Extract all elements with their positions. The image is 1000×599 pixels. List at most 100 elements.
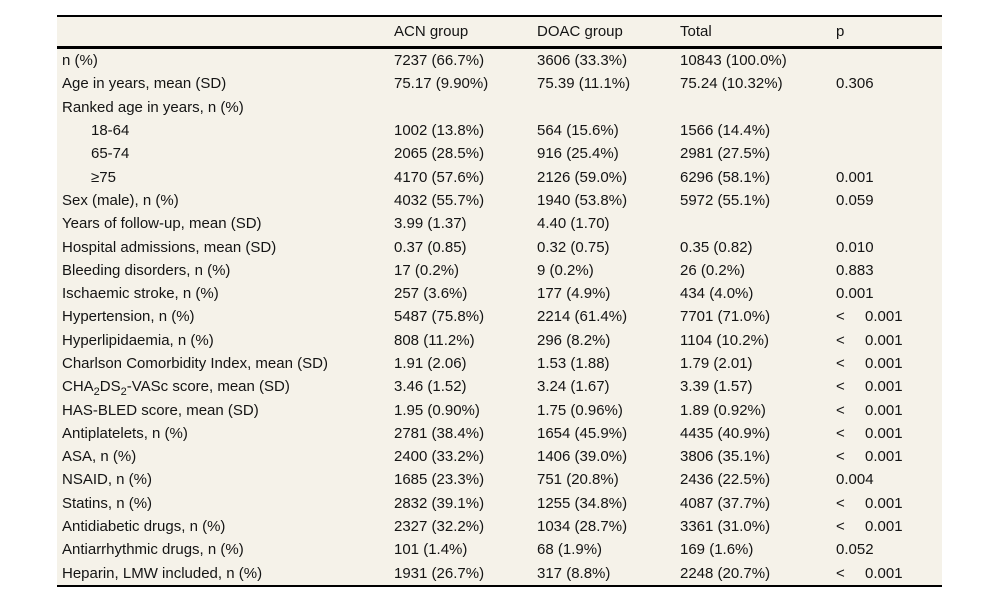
doac-value: 177 (4.9%) [537, 285, 611, 303]
doac-value: 75.39 (11.1%) [537, 75, 631, 93]
acn-value: 0.37 (0.85) [394, 238, 467, 256]
table-row: Bleeding disorders, n (%) 17 (0.2%) 9 (0.2… [57, 259, 942, 282]
less-than-sign: < [836, 494, 845, 512]
total-value: 0.35 (0.82) [680, 238, 753, 256]
doac-value: 1034 (28.7%) [537, 518, 628, 536]
doac-value: 1255 (34.8%) [537, 494, 628, 512]
doac-value: 751 (20.8%) [537, 471, 619, 489]
p-value [836, 212, 942, 235]
acn-value: 808 (11.2%) [394, 331, 475, 349]
row-label: ≥75 [91, 168, 116, 186]
acn-value: 75.17 (9.90%) [394, 75, 489, 93]
table-row: Hospital admissions, mean (SD) 0.37 (0.85… [57, 235, 942, 258]
total-value [680, 212, 836, 235]
row-label: Sex (male), n (%) [62, 191, 179, 209]
total-value: 10843 (100.0%) [680, 52, 787, 70]
table-row: Age in years, mean (SD) 75.17 (9.90%) 75.3… [57, 72, 942, 95]
p-value: <0.001 [836, 518, 903, 536]
row-label: Antidiabetic drugs, n (%) [62, 518, 226, 536]
table-row: Antiplatelets, n (%) 2781 (38.4%) 1654 (45… [57, 422, 942, 445]
row-label: n (%) [62, 52, 98, 70]
table-row: Charlson Comorbidity Index, mean (SD) 1.9… [57, 352, 942, 375]
table-row: Statins, n (%) 2832 (39.1%) 1255 (34.8%) 40… [57, 492, 942, 515]
row-label: Years of follow-up, mean (SD) [62, 215, 262, 233]
less-than-sign: < [836, 308, 845, 326]
table-row: Ranked age in years, n (%) [57, 96, 942, 119]
row-label: Hypertension, n (%) [62, 308, 195, 326]
doac-value: 9 (0.2%) [537, 261, 594, 279]
total-value: 3361 (31.0%) [680, 518, 771, 536]
acn-value: 3.46 (1.52) [394, 378, 467, 396]
acn-value: 2832 (39.1%) [394, 494, 485, 512]
p-value: 0.059 [836, 191, 874, 209]
total-value: 169 (1.6%) [680, 541, 754, 559]
table-row: Ischaemic stroke, n (%) 257 (3.6%) 177 (4.… [57, 282, 942, 305]
doac-value: 1406 (39.0%) [537, 448, 628, 466]
acn-value: 101 (1.4%) [394, 541, 468, 559]
row-label: Statins, n (%) [62, 494, 153, 512]
total-value: 2248 (20.7%) [680, 564, 771, 582]
doac-value: 1.75 (0.96%) [537, 401, 623, 419]
doac-value [537, 96, 680, 119]
table-row: Hypertension, n (%) 5487 (75.8%) 2214 (61.… [57, 305, 942, 328]
row-label: CHA2DS2-VASc score, mean (SD) [62, 378, 290, 399]
p-value: 0.001 [836, 285, 874, 303]
row-label: 18-64 [91, 122, 130, 140]
total-value: 4435 (40.9%) [680, 424, 771, 442]
header-empty [57, 17, 394, 49]
acn-value: 1931 (26.7%) [394, 564, 485, 582]
less-than-sign: < [836, 448, 845, 466]
table-row: n (%) 7237 (66.7%) 3606 (33.3%) 10843 (100.… [57, 48, 942, 73]
header-p: p [836, 17, 942, 49]
total-value: 1.89 (0.92%) [680, 401, 766, 419]
p-value [836, 48, 942, 73]
total-value: 6296 (58.1%) [680, 168, 771, 186]
acn-value: 7237 (66.7%) [394, 52, 485, 70]
row-label: Antiplatelets, n (%) [62, 424, 188, 442]
table-row: HAS-BLED score, mean (SD) 1.95 (0.90%) 1.7… [57, 398, 942, 421]
row-label: Hospital admissions, mean (SD) [62, 238, 277, 256]
doac-value: 916 (25.4%) [537, 145, 619, 163]
header-total: Total [680, 17, 836, 49]
p-value [836, 119, 942, 142]
total-value: 26 (0.2%) [680, 261, 746, 279]
p-value: <0.001 [836, 564, 903, 582]
table-row: NSAID, n (%) 1685 (23.3%) 751 (20.8%) 2436 … [57, 468, 942, 491]
p-value: <0.001 [836, 448, 903, 466]
acn-value: 3.99 (1.37) [394, 215, 467, 233]
acn-value: 257 (3.6%) [394, 285, 468, 303]
doac-value: 0.32 (0.75) [537, 238, 610, 256]
doac-value: 296 (8.2%) [537, 331, 611, 349]
acn-value: 1685 (23.3%) [394, 471, 485, 489]
total-value: 1.79 (2.01) [680, 355, 753, 372]
p-value: <0.001 [836, 355, 903, 372]
acn-value: 1.95 (0.90%) [394, 401, 480, 419]
acn-value: 4032 (55.7%) [394, 191, 485, 209]
table-row: ≥75 4170 (57.6%) 2126 (59.0%) 6296 (58.1%) 0… [57, 165, 942, 188]
doac-value: 3.24 (1.67) [537, 378, 610, 396]
doac-value: 1654 (45.9%) [537, 424, 628, 442]
table-row: 18-64 1002 (13.8%) 564 (15.6%) 1566 (14.4%) [57, 119, 942, 142]
row-label: Bleeding disorders, n (%) [62, 261, 231, 279]
p-value [836, 142, 942, 165]
acn-value: 4170 (57.6%) [394, 168, 485, 186]
acn-value: 2400 (33.2%) [394, 448, 485, 466]
p-value: <0.001 [836, 424, 903, 442]
total-value: 2981 (27.5%) [680, 145, 771, 163]
acn-value: 2065 (28.5%) [394, 145, 485, 163]
acn-value: 17 (0.2%) [394, 261, 460, 279]
p-value: <0.001 [836, 331, 903, 349]
row-label: Hyperlipidaemia, n (%) [62, 331, 214, 349]
baseline-characteristics-table: ACN group DOAC group Total p n (%) 7237 (… [57, 15, 942, 587]
less-than-sign: < [836, 331, 845, 349]
p-value: <0.001 [836, 378, 903, 396]
less-than-sign: < [836, 518, 845, 536]
less-than-sign: < [836, 401, 845, 419]
row-label: NSAID, n (%) [62, 471, 153, 489]
total-value: 7701 (71.0%) [680, 308, 771, 326]
total-value: 434 (4.0%) [680, 285, 754, 303]
less-than-sign: < [836, 564, 845, 582]
less-than-sign: < [836, 378, 845, 396]
doac-value: 2214 (61.4%) [537, 308, 628, 326]
total-value: 1566 (14.4%) [680, 122, 771, 140]
